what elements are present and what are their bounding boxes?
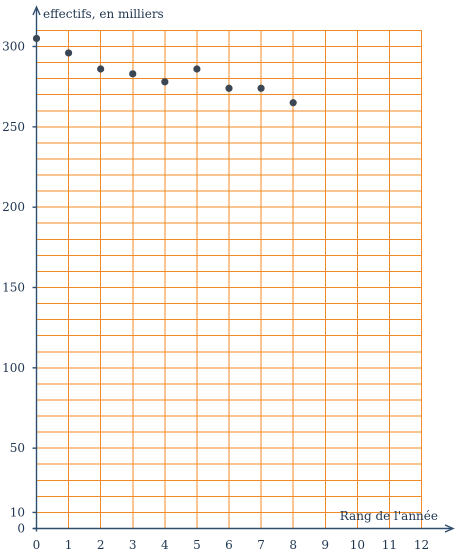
x-tick-label: 8	[289, 538, 297, 552]
y-tick-label: 200	[2, 200, 25, 214]
data-point	[193, 65, 201, 73]
data-point	[289, 99, 297, 107]
data-point	[129, 70, 137, 78]
data-points	[32, 34, 297, 107]
x-axis-title: Rang de l'année	[340, 509, 438, 523]
x-tick-label: 10	[350, 538, 365, 552]
y-tick-label: 300	[2, 40, 25, 54]
x-tick-label: 2	[97, 538, 105, 552]
y-axis-title: effectifs, en milliers	[43, 7, 164, 21]
y-axis-arrow	[32, 5, 41, 16]
x-tick-label: 12	[414, 538, 429, 552]
x-tick-label: 11	[382, 538, 397, 552]
y-tick-label: 250	[2, 120, 25, 134]
x-axis-arrow	[444, 524, 455, 533]
x-tick-label: 9	[321, 538, 329, 552]
data-point	[225, 84, 233, 92]
x-tick-label: 7	[257, 538, 265, 552]
x-tick-label: 6	[225, 538, 233, 552]
x-tick-label: 4	[161, 538, 169, 552]
x-tick-label: 0	[33, 538, 41, 552]
x-tick-label: 3	[129, 538, 137, 552]
x-tick-label: 1	[65, 538, 73, 552]
y-tick-label: 100	[2, 361, 25, 375]
grid	[36, 29, 422, 529]
data-point	[32, 34, 41, 43]
y-tick-label: 0	[17, 522, 25, 536]
y-tick-label: 150	[2, 281, 25, 295]
data-point	[257, 84, 265, 92]
y-tick-label: 10	[10, 505, 25, 519]
data-point	[97, 65, 105, 73]
axes	[32, 5, 455, 533]
data-point	[64, 49, 73, 57]
x-tick-label: 5	[193, 538, 201, 552]
data-point	[161, 78, 169, 86]
y-tick-label: 50	[10, 441, 25, 455]
